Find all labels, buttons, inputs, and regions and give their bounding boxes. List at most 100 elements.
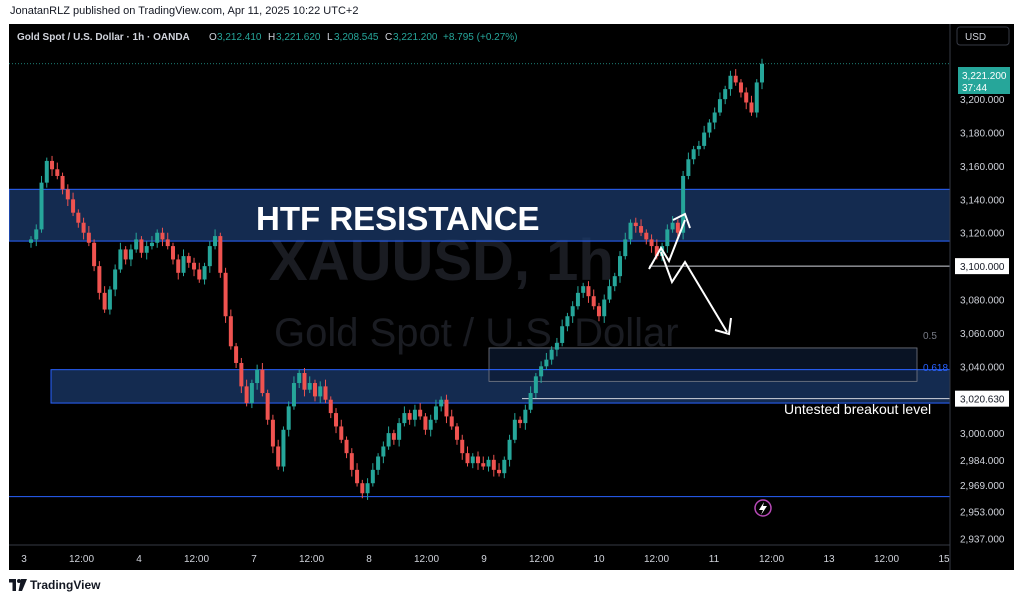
- candle: [381, 441, 386, 464]
- footer-bar: [0, 571, 1024, 599]
- candle: [297, 369, 302, 389]
- candle: [565, 312, 570, 332]
- axis-tag-level-3100: [955, 258, 1009, 275]
- candle: [675, 219, 680, 238]
- tradingview-logo-icon[interactable]: [9, 579, 27, 591]
- candle: [533, 373, 538, 399]
- candle: [397, 418, 402, 447]
- candle: [723, 85, 728, 105]
- candle: [334, 408, 339, 434]
- candle: [65, 184, 70, 207]
- candle-body: [570, 306, 575, 317]
- candle: [712, 107, 717, 130]
- candle-body: [286, 406, 291, 430]
- candle-body: [523, 409, 528, 424]
- last-price-tag-bg: [958, 67, 1010, 94]
- last-price-tag: 3,221.200 37:44: [958, 67, 1010, 94]
- candle: [344, 436, 349, 459]
- candle-body: [675, 222, 680, 233]
- candle-body: [665, 229, 670, 247]
- candle: [218, 232, 223, 278]
- price-chart[interactable]: XAUUSD, 1h Gold Spot / U.S. Dollar HTF R…: [9, 24, 1014, 570]
- candle-body: [265, 393, 270, 420]
- candle: [113, 264, 118, 297]
- candle: [360, 479, 365, 499]
- price-axis[interactable]: USD 3,200.000 3,180.000 3,160.000 3,140.000…: [949, 24, 1010, 570]
- candle: [39, 175, 44, 233]
- candle-body: [349, 453, 354, 470]
- candle: [186, 252, 191, 268]
- candle: [633, 217, 638, 233]
- candle: [302, 367, 307, 397]
- candle: [528, 386, 533, 414]
- candle-body: [218, 236, 223, 273]
- candle: [323, 379, 328, 404]
- candle: [318, 381, 323, 404]
- candle-body: [744, 92, 749, 103]
- candle-body: [155, 232, 160, 243]
- symbol-legend[interactable]: Gold Spot / U.S. Dollar · 1h · OANDA O 3…: [17, 32, 518, 43]
- y-tick-label: 2,937.000: [960, 534, 1005, 545]
- candle-body: [696, 145, 701, 150]
- candle-body: [60, 175, 65, 190]
- candle-body: [255, 369, 260, 384]
- candle-body: [192, 262, 197, 270]
- x-tick-label: 13: [823, 554, 835, 565]
- candle: [376, 453, 381, 475]
- ohlc-high: 3,221.620: [276, 32, 321, 43]
- currency-label: USD: [965, 32, 986, 43]
- candle: [244, 379, 249, 407]
- candle: [402, 406, 407, 427]
- candle-body: [71, 199, 76, 213]
- candle: [355, 463, 360, 487]
- candle-body: [281, 429, 286, 467]
- candle: [644, 229, 649, 245]
- lightning-icon[interactable]: [754, 499, 772, 517]
- candle: [207, 241, 212, 273]
- candle: [228, 309, 233, 350]
- candle: [349, 448, 354, 477]
- candle-body: [686, 159, 691, 176]
- axis-tag-label: 3,020.630: [960, 395, 1005, 406]
- candle: [470, 453, 475, 469]
- candle: [197, 262, 202, 283]
- candle-body: [223, 272, 228, 317]
- candle-body: [460, 439, 465, 454]
- time-axis[interactable]: 3 12:00 4 12:00 7 12:00 8 12:00 9 12:00 10 12:00 11 1…: [9, 544, 950, 565]
- y-tick-label: 3,200.000: [960, 95, 1005, 106]
- tradingview-brand[interactable]: TradingView: [30, 578, 101, 592]
- candle: [696, 140, 701, 156]
- fib-label-0-618: 0.618: [923, 363, 948, 374]
- candle: [97, 261, 102, 300]
- candle: [391, 429, 396, 445]
- currency-box[interactable]: [956, 26, 1010, 46]
- candle: [223, 267, 228, 323]
- candle: [491, 454, 496, 477]
- ohlc-close-label: C: [385, 32, 392, 43]
- candle-body: [239, 362, 244, 387]
- x-tick-label: 3: [21, 554, 27, 565]
- lightning-icon-ring: [754, 499, 772, 517]
- candle: [465, 446, 470, 467]
- candle-body: [654, 246, 659, 257]
- candle: [407, 409, 412, 425]
- untested-breakout-label: Untested breakout level: [784, 401, 931, 417]
- candle: [76, 209, 81, 228]
- candle-body: [491, 459, 496, 470]
- ohlc-close: 3,221.200: [393, 32, 438, 43]
- candle-body: [633, 222, 638, 227]
- x-tick-label: 12:00: [299, 554, 324, 565]
- candle: [570, 301, 575, 323]
- candle: [60, 172, 65, 195]
- candle: [423, 413, 428, 435]
- candle: [618, 251, 623, 283]
- arrow-down-head: [714, 317, 732, 336]
- symbol-title: Gold Spot / U.S. Dollar · 1h · OANDA: [17, 32, 190, 43]
- candle-body: [591, 296, 596, 307]
- x-tick-label: 12:00: [874, 554, 899, 565]
- y-tick-label: 3,060.000: [960, 329, 1005, 340]
- candle-body: [234, 346, 239, 363]
- chart-frame[interactable]: XAUUSD, 1h Gold Spot / U.S. Dollar HTF R…: [9, 24, 1014, 570]
- candle: [449, 409, 454, 430]
- candle-body: [439, 399, 444, 407]
